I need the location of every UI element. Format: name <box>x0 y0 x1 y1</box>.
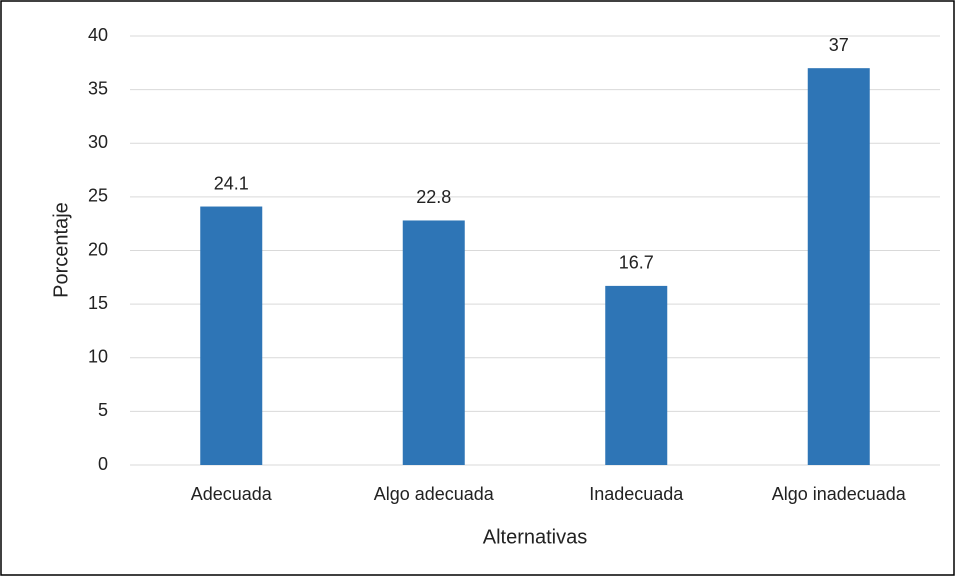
x-axis-title: Alternativas <box>483 526 588 548</box>
data-label: 22.8 <box>416 187 451 207</box>
y-tick-label: 30 <box>88 132 108 152</box>
bar <box>402 220 465 465</box>
y-tick-label: 0 <box>98 454 108 474</box>
y-tick-label: 10 <box>88 347 108 367</box>
y-tick-label: 35 <box>88 78 108 98</box>
x-tick-label: Adecuada <box>191 484 273 504</box>
data-label: 37 <box>829 35 849 55</box>
x-tick-label: Inadecuada <box>589 484 684 504</box>
y-tick-label: 25 <box>88 186 108 206</box>
y-tick-label: 40 <box>88 25 108 45</box>
data-label: 24.1 <box>214 173 249 193</box>
x-tick-label: Algo adecuada <box>374 484 495 504</box>
data-label: 16.7 <box>619 253 654 273</box>
y-tick-label: 5 <box>98 400 108 420</box>
y-tick-label: 20 <box>88 239 108 259</box>
bar <box>200 206 263 465</box>
x-tick-label: Algo inadecuada <box>772 484 907 504</box>
y-tick-label: 15 <box>88 293 108 313</box>
bar <box>807 68 870 466</box>
y-axis-title: Porcentaje <box>50 202 72 298</box>
bar <box>605 285 668 465</box>
